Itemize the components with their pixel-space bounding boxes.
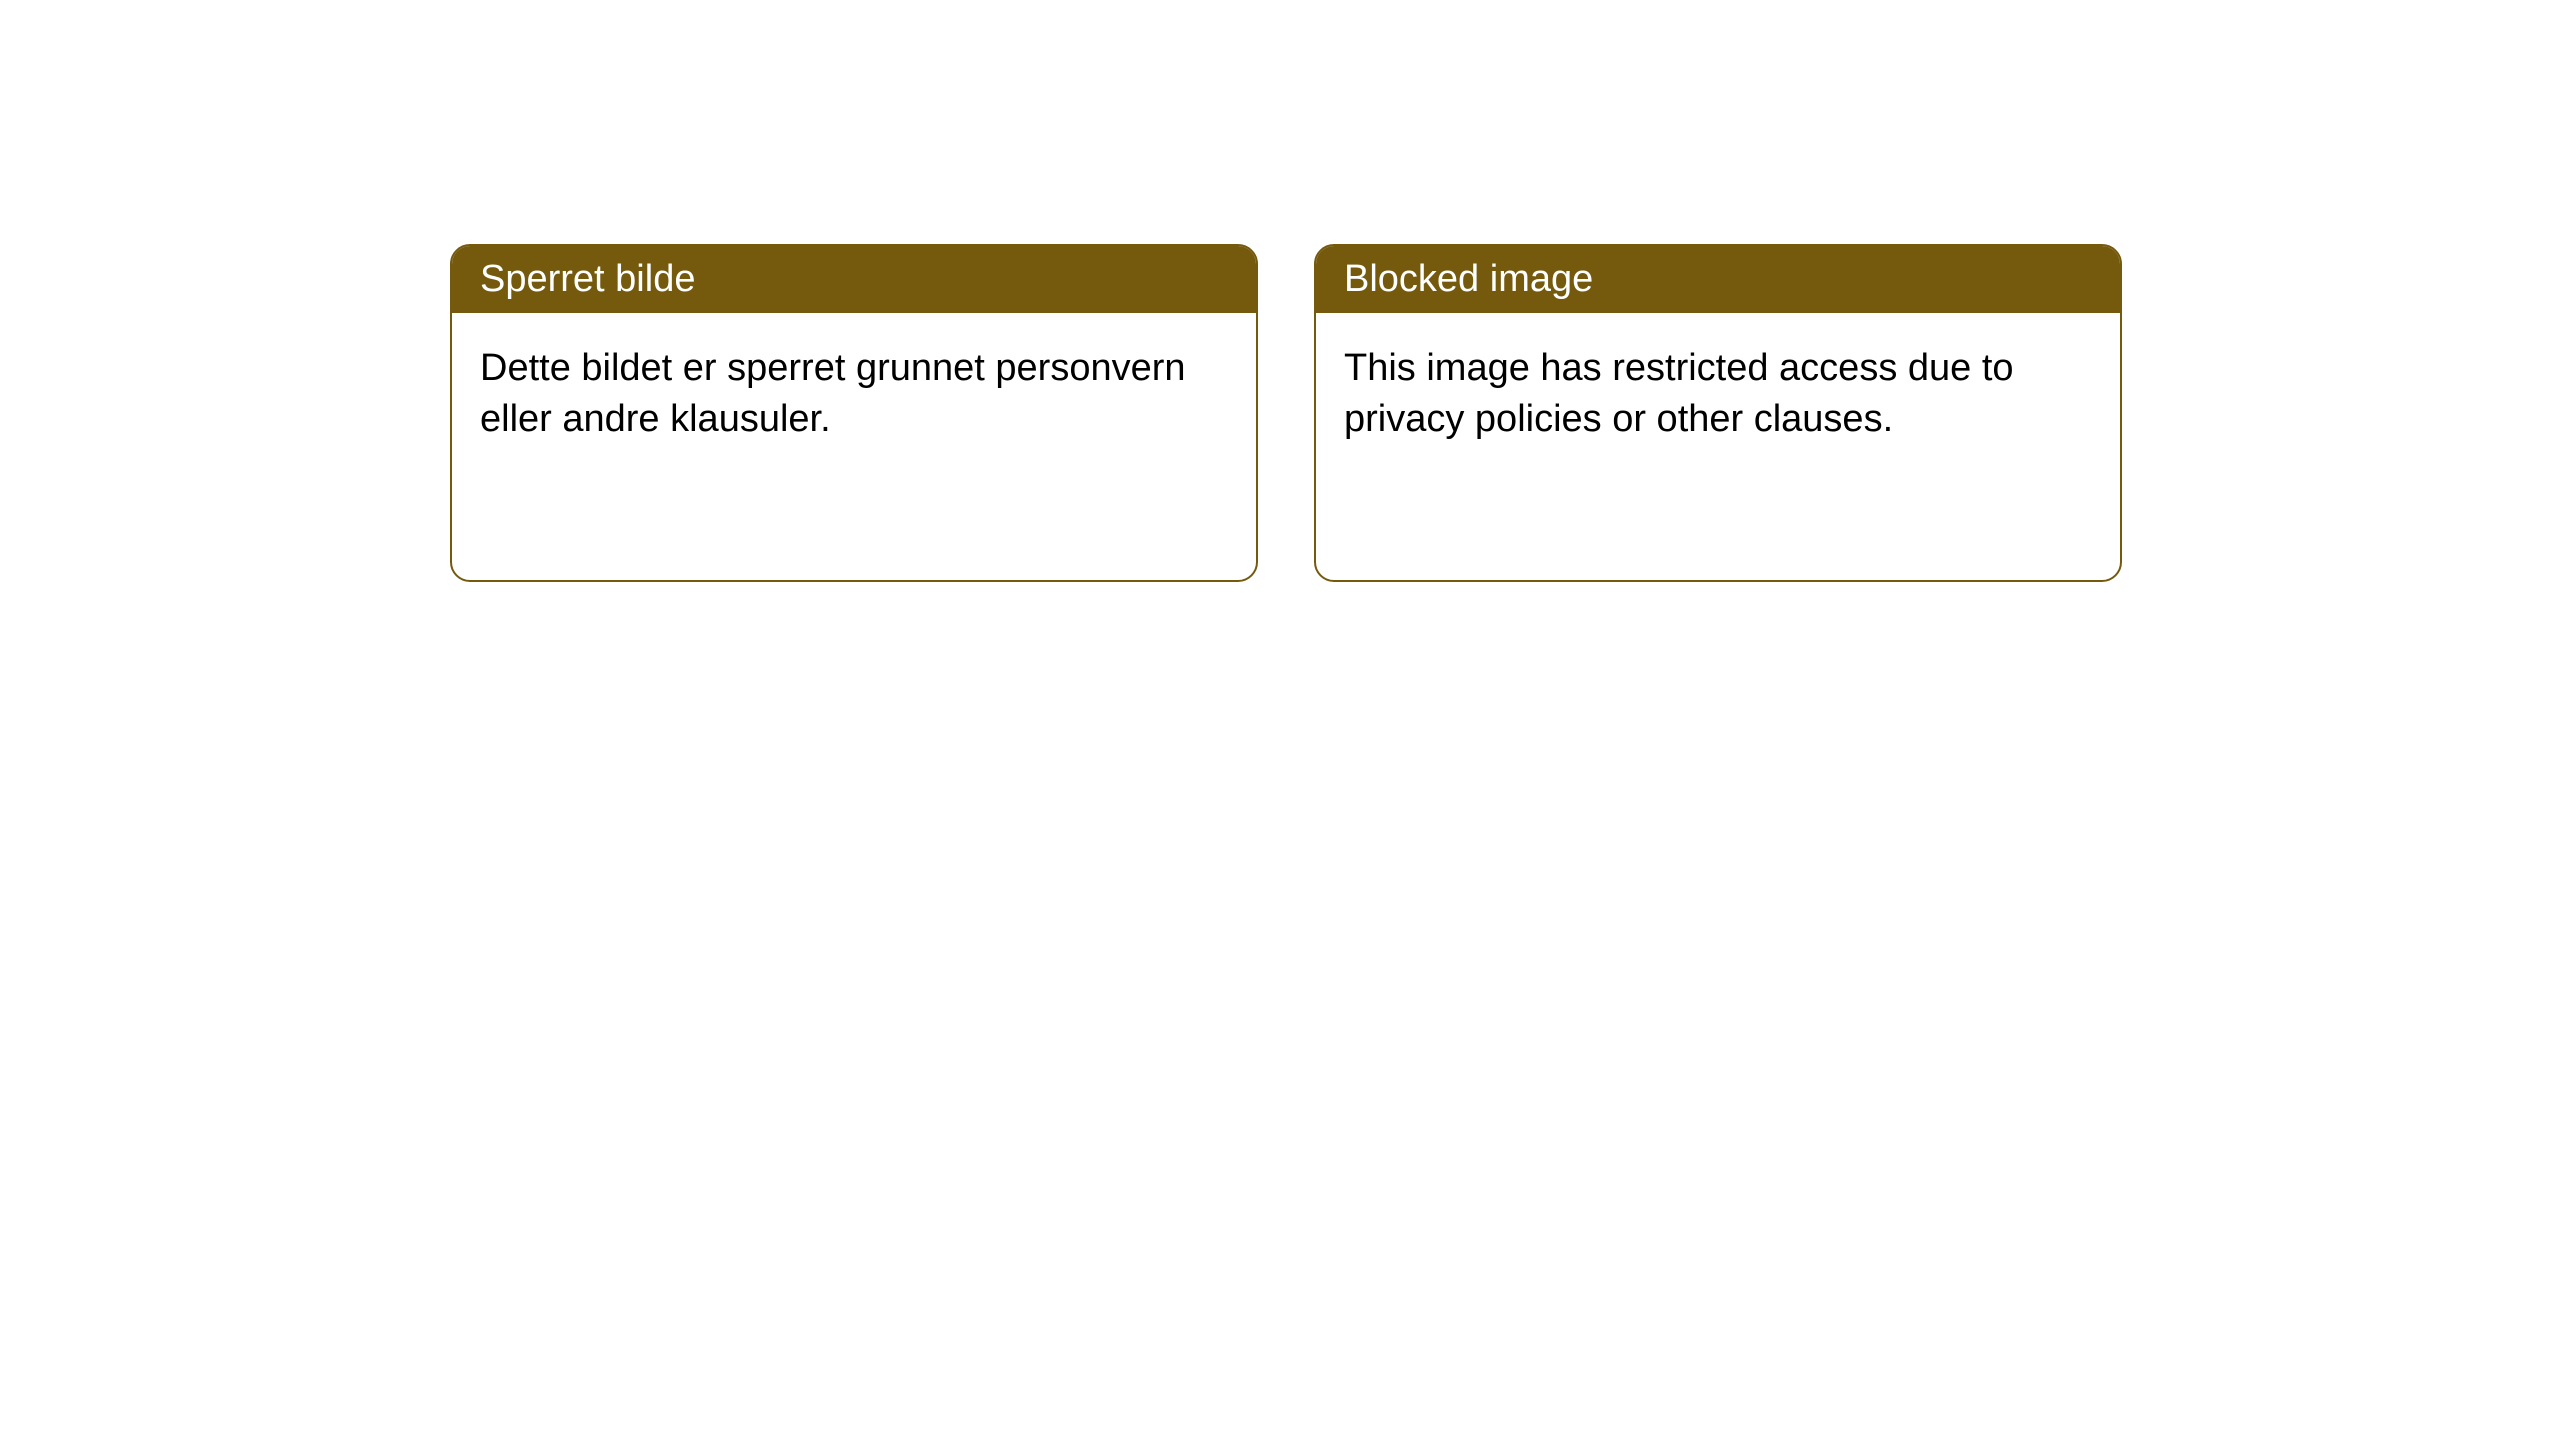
- card-title-norwegian: Sperret bilde: [480, 258, 695, 300]
- card-header-norwegian: Sperret bilde: [452, 246, 1256, 313]
- card-text-norwegian: Dette bildet er sperret grunnet personve…: [480, 347, 1186, 440]
- card-body-norwegian: Dette bildet er sperret grunnet personve…: [452, 313, 1256, 476]
- notice-container: Sperret bilde Dette bildet er sperret gr…: [0, 0, 2560, 582]
- card-header-english: Blocked image: [1316, 246, 2120, 313]
- card-body-english: This image has restricted access due to …: [1316, 313, 2120, 476]
- notice-card-english: Blocked image This image has restricted …: [1314, 244, 2122, 582]
- card-title-english: Blocked image: [1344, 258, 1593, 300]
- notice-card-norwegian: Sperret bilde Dette bildet er sperret gr…: [450, 244, 1258, 582]
- card-text-english: This image has restricted access due to …: [1344, 347, 2014, 440]
